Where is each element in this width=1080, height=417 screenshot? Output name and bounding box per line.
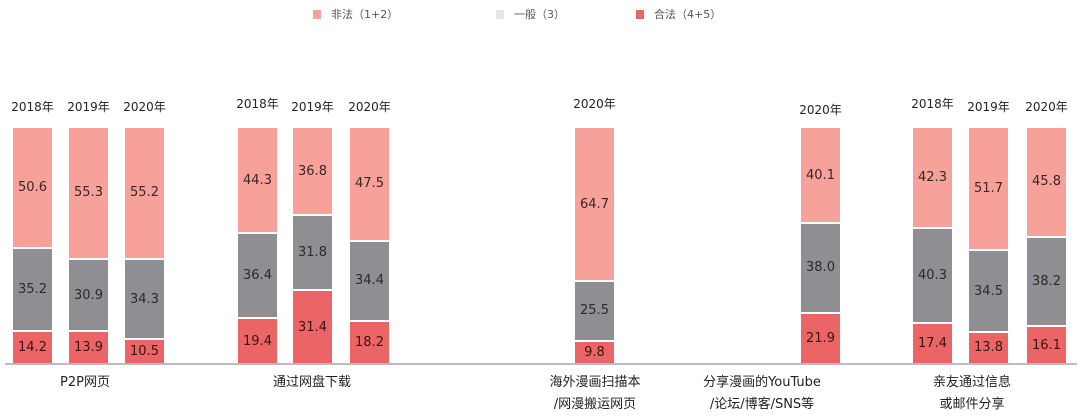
category-label: 海外漫画扫描本 /网漫搬运网页: [549, 375, 641, 412]
bar-segment-legal: 13.8: [969, 330, 1008, 363]
year-label: 2020年: [573, 97, 616, 111]
legend-item-illegal: 非法（1+2）: [313, 6, 398, 22]
bar-segment-illegal: 55.2: [125, 128, 164, 258]
bar-segment-legal: 9.8: [575, 339, 614, 363]
bar-segment-legal: 14.2: [13, 329, 52, 363]
year-label: 2018年: [11, 100, 54, 114]
bar-segment-legal: 13.9: [69, 330, 108, 363]
stacked-bar: 55.2 34.3 10.5: [125, 128, 164, 363]
category-label: P2P网页: [60, 375, 110, 390]
year-label: 2020年: [123, 100, 166, 114]
year-label: 2020年: [799, 103, 842, 117]
chart-legend: 非法（1+2） 一般（3） 合法（4+5）: [0, 6, 1080, 26]
category-label: 分享漫画的YouTube /论坛/博客/SNS等: [703, 375, 821, 412]
bar-segment-neutral: 34.4: [350, 239, 389, 321]
category-label: 亲友通过信息 或邮件分享: [932, 375, 1011, 412]
bar-segment-illegal: 51.7: [969, 128, 1008, 250]
bar-segment-neutral: 31.8: [293, 214, 332, 290]
legend-label-legal: 合法（4+5）: [654, 8, 722, 21]
bar-segment-legal: 17.4: [913, 322, 952, 363]
bar-segment-illegal: 40.1: [801, 128, 840, 223]
year-label: 2020年: [1025, 100, 1068, 114]
legend-item-legal: 合法（4+5）: [636, 6, 721, 22]
stacked-bar: 45.8 38.2 16.1: [1027, 128, 1066, 363]
category-label: 通过网盘下载: [272, 375, 351, 390]
bar-segment-neutral: 25.5: [575, 280, 614, 340]
year-label: 2019年: [967, 100, 1010, 114]
year-label: 2019年: [291, 100, 334, 114]
legend-label-illegal: 非法（1+2）: [331, 8, 399, 21]
bar-segment-legal: 21.9: [801, 311, 840, 363]
year-label: 2018年: [911, 97, 954, 111]
bar-segment-neutral: 38.2: [1027, 235, 1066, 326]
bar-segment-illegal: 44.3: [238, 128, 277, 232]
year-label: 2020年: [348, 100, 391, 114]
stacked-bar: 51.7 34.5 13.8: [969, 128, 1008, 363]
bar-segment-neutral: 30.9: [69, 257, 108, 331]
bar-segment-illegal: 45.8: [1027, 128, 1066, 236]
bar-segment-legal: 31.4: [293, 289, 332, 363]
legend-label-neutral: 一般（3）: [514, 8, 565, 21]
stacked-bar: 42.3 40.3 17.4: [913, 128, 952, 363]
year-label: 2018年: [236, 97, 279, 111]
bar-segment-legal: 18.2: [350, 320, 389, 363]
bar-segment-illegal: 42.3: [913, 128, 952, 228]
bar-segment-legal: 19.4: [238, 317, 277, 363]
stacked-bar: 47.5 34.4 18.2: [350, 128, 389, 363]
bar-segment-neutral: 40.3: [913, 227, 952, 323]
stacked-bar: 50.6 35.2 14.2: [13, 128, 52, 363]
bar-segment-illegal: 55.3: [69, 128, 108, 258]
bar-segment-illegal: 50.6: [13, 128, 52, 247]
legend-item-neutral: 一般（3）: [496, 6, 565, 22]
stacked-bar: 55.3 30.9 13.9: [69, 128, 108, 363]
bar-segment-neutral: 35.2: [13, 246, 52, 330]
stacked-bar: 40.1 38.0 21.9: [801, 128, 840, 363]
legend-swatch-neutral: [496, 9, 504, 19]
bar-segment-illegal: 47.5: [350, 128, 389, 240]
bar-segment-legal: 10.5: [125, 338, 164, 363]
legend-swatch-legal: [636, 9, 644, 19]
bar-segment-legal: 16.1: [1027, 325, 1066, 363]
stacked-bar: 36.8 31.8 31.4: [293, 128, 332, 363]
bar-segment-illegal: 36.8: [293, 128, 332, 215]
bar-segment-neutral: 38.0: [801, 222, 840, 312]
stacked-bar: 44.3 36.4 19.4: [238, 128, 277, 363]
year-label: 2019年: [67, 100, 110, 114]
bar-segment-neutral: 34.5: [969, 249, 1008, 331]
bar-segment-neutral: 34.3: [125, 257, 164, 339]
bar-segment-illegal: 64.7: [575, 128, 614, 281]
legend-swatch-illegal: [313, 9, 321, 19]
x-axis-baseline: [5, 363, 1077, 365]
bar-segment-neutral: 36.4: [238, 232, 277, 318]
stacked-bar: 64.7 25.5 9.8: [575, 128, 614, 363]
